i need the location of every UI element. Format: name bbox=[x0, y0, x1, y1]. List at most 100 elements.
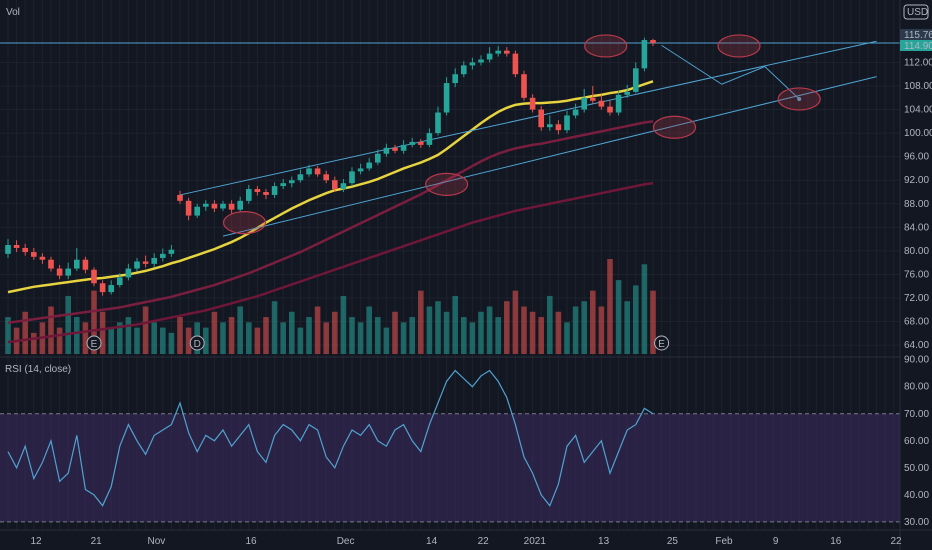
candle-body bbox=[22, 247, 28, 253]
candle-body bbox=[443, 83, 450, 113]
volume-bar bbox=[237, 306, 243, 354]
volume-bar bbox=[168, 332, 175, 354]
volume-bar bbox=[22, 311, 28, 354]
volume-bar bbox=[607, 259, 613, 354]
ma-slow-line bbox=[7, 181, 654, 344]
volume-bar bbox=[297, 327, 304, 354]
volume-bar bbox=[555, 311, 562, 354]
highlight-ellipses[interactable] bbox=[222, 34, 821, 235]
volume-bar bbox=[340, 295, 347, 354]
highlight-ellipse[interactable] bbox=[425, 172, 469, 196]
candle-body bbox=[177, 194, 183, 201]
volume-bar bbox=[512, 290, 519, 354]
time-tick-label: 14 bbox=[426, 536, 438, 547]
volume-bar bbox=[435, 301, 441, 354]
moving-averages bbox=[7, 80, 654, 344]
candle-body bbox=[478, 59, 484, 63]
highlight-ellipse[interactable] bbox=[222, 211, 267, 235]
volume-bar bbox=[383, 327, 390, 354]
volume-bar bbox=[56, 327, 63, 354]
candle-body bbox=[297, 174, 304, 181]
candle-body bbox=[504, 50, 510, 54]
rsi-tick-label: 30.00 bbox=[904, 517, 929, 528]
volume-bar bbox=[443, 311, 450, 354]
event-marker-label: E bbox=[91, 339, 98, 350]
price-tick-label: 84.00 bbox=[904, 222, 929, 233]
rsi-tick-label: 80.00 bbox=[904, 382, 929, 393]
highlight-ellipse[interactable] bbox=[584, 34, 628, 58]
candle-body bbox=[263, 192, 269, 195]
highlight-ellipse[interactable] bbox=[717, 34, 761, 58]
volume-bar bbox=[177, 317, 183, 354]
candle-body bbox=[521, 74, 527, 98]
candle-body bbox=[246, 189, 252, 201]
candle-body bbox=[633, 68, 639, 92]
candle-body bbox=[435, 112, 441, 134]
volume-bar bbox=[151, 322, 157, 354]
highlight-ellipse[interactable] bbox=[777, 87, 821, 111]
volume-bar bbox=[538, 317, 544, 354]
event-marker[interactable] bbox=[86, 335, 102, 351]
price-scale-background[interactable] bbox=[900, 0, 932, 550]
volume-bar bbox=[289, 311, 295, 354]
currency-badge[interactable]: USD bbox=[903, 4, 929, 20]
volume-bar bbox=[641, 264, 648, 354]
time-tick-label: 2021 bbox=[524, 536, 547, 547]
volume-bar bbox=[203, 327, 209, 354]
volume-bar bbox=[469, 322, 476, 354]
candle-body bbox=[194, 206, 200, 216]
volume-bar bbox=[615, 280, 622, 354]
candle-body bbox=[375, 153, 381, 163]
candle-body bbox=[203, 203, 209, 207]
price-candles bbox=[5, 37, 656, 296]
candle-body bbox=[581, 97, 587, 110]
volume-bar bbox=[478, 311, 484, 354]
candle-body bbox=[538, 109, 544, 128]
event-marker[interactable] bbox=[189, 335, 205, 351]
rsi-tick-label: 70.00 bbox=[904, 409, 929, 420]
volume-bar bbox=[504, 301, 510, 354]
rsi-line bbox=[7, 369, 654, 507]
candle-body bbox=[82, 259, 89, 270]
price-tick-label: 96.00 bbox=[904, 152, 929, 163]
time-axis[interactable]: 12 21 Nov 16 Dec 14 22 2021 13 25 Feb 9 16 22 bbox=[30, 536, 902, 547]
channel-lower-line[interactable] bbox=[222, 76, 877, 237]
candle-body bbox=[39, 256, 46, 260]
time-tick-label: 16 bbox=[830, 536, 842, 547]
candle-body bbox=[271, 186, 278, 195]
volume-bar bbox=[590, 290, 596, 354]
highlight-ellipse[interactable] bbox=[652, 115, 697, 139]
candle-body bbox=[452, 74, 458, 84]
time-tick-label: Nov bbox=[148, 536, 166, 547]
volume-bar bbox=[650, 290, 656, 354]
volume-bar bbox=[211, 311, 218, 354]
candle-body bbox=[254, 189, 261, 192]
time-tick-label: 12 bbox=[30, 536, 42, 547]
volume-bar bbox=[48, 306, 54, 354]
volume-bar bbox=[220, 322, 226, 354]
time-tick-label: 9 bbox=[773, 536, 779, 547]
candle-body bbox=[383, 147, 390, 154]
rsi-label: RSI (14, close) bbox=[5, 364, 71, 375]
last-price-label: 115.76 bbox=[904, 30, 932, 41]
volume-bar bbox=[5, 317, 11, 354]
trend-channel[interactable] bbox=[0, 40, 900, 237]
candle-body bbox=[547, 124, 553, 128]
volume-bar bbox=[228, 317, 235, 354]
projection-path[interactable] bbox=[661, 44, 800, 100]
rsi-pane bbox=[0, 369, 900, 523]
candle-body bbox=[650, 40, 656, 44]
candle-body bbox=[332, 180, 338, 190]
candle-body bbox=[572, 109, 579, 116]
volume-bar bbox=[185, 327, 192, 354]
price-tick-label: 72.00 bbox=[904, 293, 929, 304]
candle-body bbox=[134, 261, 140, 269]
channel-upper-line[interactable] bbox=[179, 40, 877, 196]
volume-bar bbox=[99, 311, 106, 354]
candle-body bbox=[314, 168, 321, 175]
currency-label: USD bbox=[907, 7, 928, 18]
volume-bar bbox=[246, 322, 252, 354]
event-marker[interactable] bbox=[654, 335, 670, 351]
